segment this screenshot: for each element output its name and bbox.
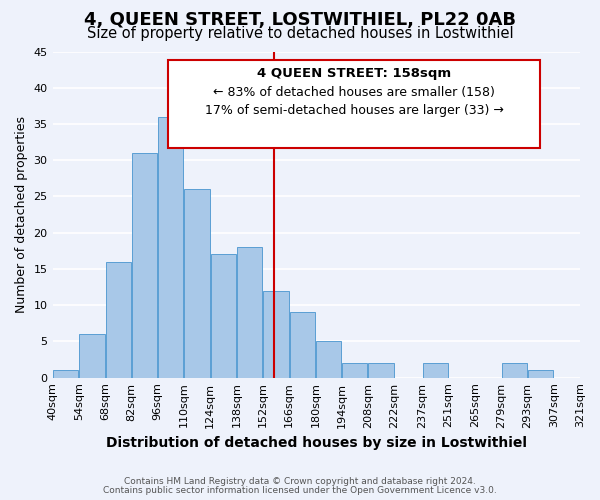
Text: 4 QUEEN STREET: 158sqm: 4 QUEEN STREET: 158sqm: [257, 66, 451, 80]
Bar: [158, 116, 184, 378]
Y-axis label: Number of detached properties: Number of detached properties: [15, 116, 28, 313]
Bar: [237, 247, 262, 378]
Bar: [342, 363, 367, 378]
Bar: [290, 312, 315, 378]
Bar: [263, 290, 289, 378]
Text: Size of property relative to detached houses in Lostwithiel: Size of property relative to detached ho…: [86, 26, 514, 41]
Bar: [368, 363, 394, 378]
Bar: [528, 370, 553, 378]
Bar: [79, 334, 104, 378]
Bar: [502, 363, 527, 378]
Bar: [132, 153, 157, 378]
Text: Contains HM Land Registry data © Crown copyright and database right 2024.: Contains HM Land Registry data © Crown c…: [124, 478, 476, 486]
Bar: [316, 342, 341, 378]
Bar: [106, 262, 131, 378]
Bar: [211, 254, 236, 378]
Text: Contains public sector information licensed under the Open Government Licence v3: Contains public sector information licen…: [103, 486, 497, 495]
Text: 17% of semi-detached houses are larger (33) →: 17% of semi-detached houses are larger (…: [205, 104, 503, 117]
Bar: [53, 370, 79, 378]
Text: ← 83% of detached houses are smaller (158): ← 83% of detached houses are smaller (15…: [213, 86, 495, 99]
Bar: [184, 189, 210, 378]
X-axis label: Distribution of detached houses by size in Lostwithiel: Distribution of detached houses by size …: [106, 436, 527, 450]
Bar: [423, 363, 448, 378]
Text: 4, QUEEN STREET, LOSTWITHIEL, PL22 0AB: 4, QUEEN STREET, LOSTWITHIEL, PL22 0AB: [84, 12, 516, 30]
